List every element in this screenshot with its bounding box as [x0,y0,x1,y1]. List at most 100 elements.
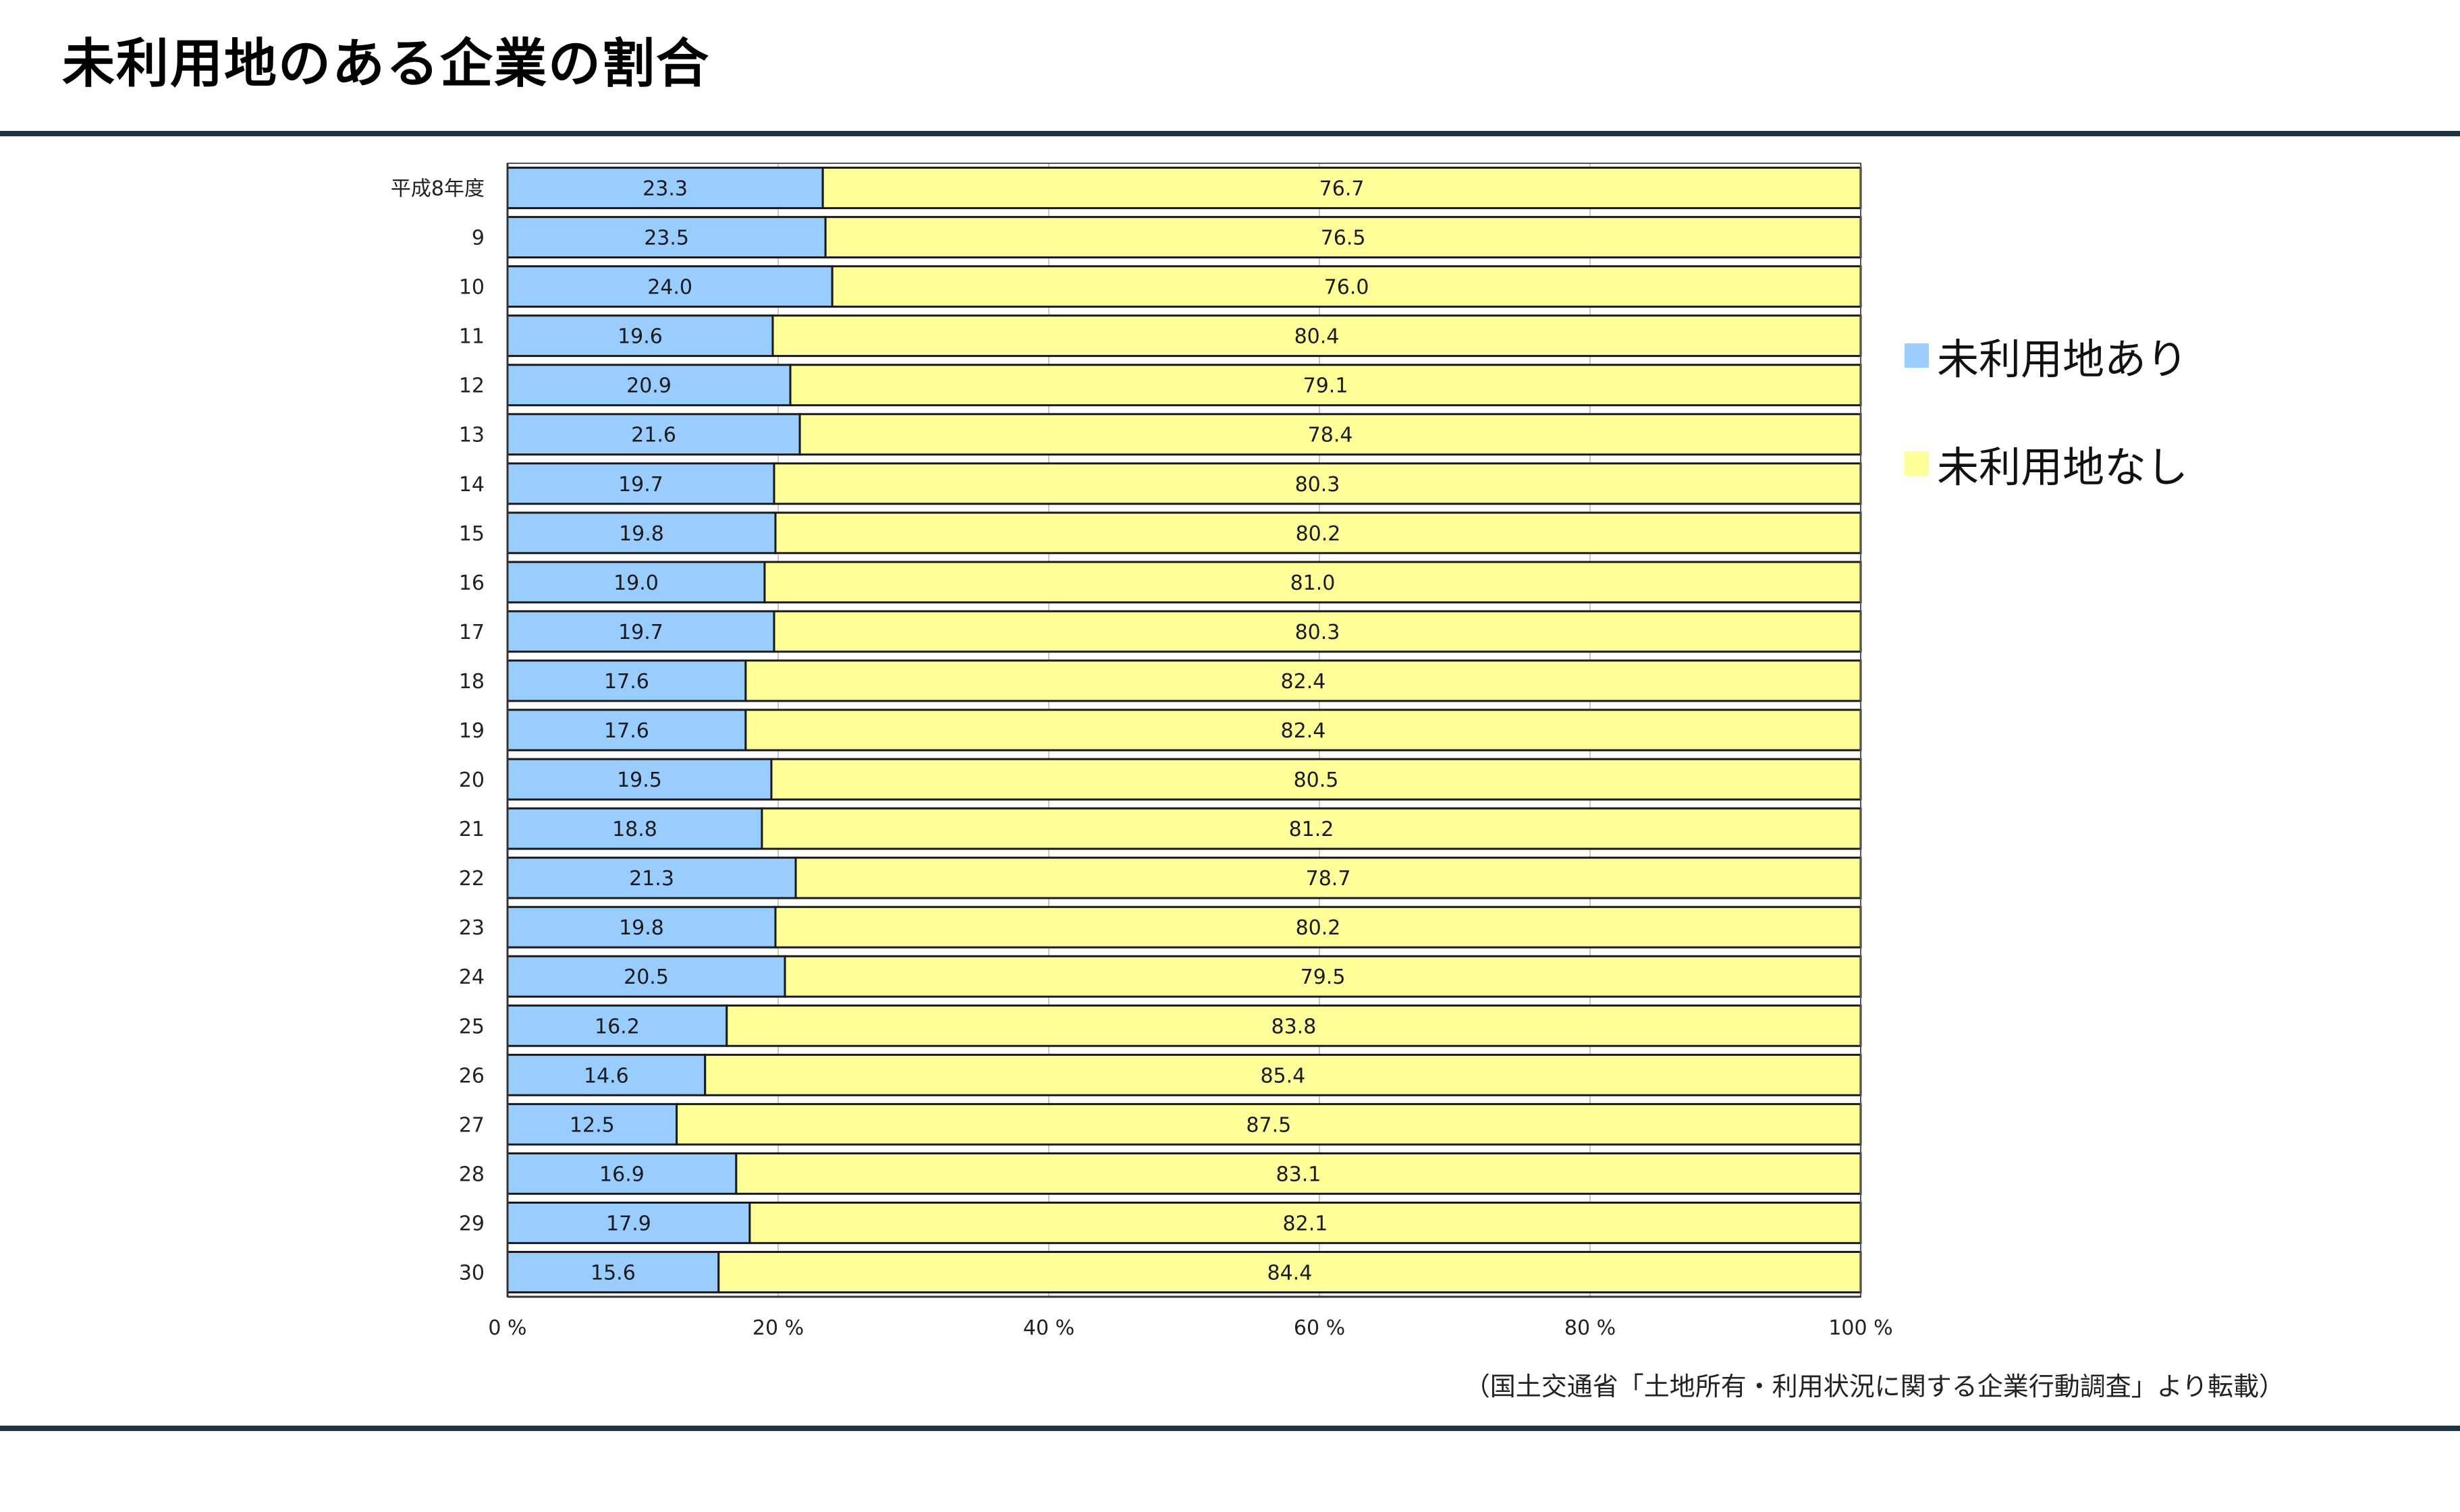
bar-value-label: 82.4 [1281,719,1326,743]
bar-value-label: 79.1 [1303,374,1348,398]
legend-label: 未利用地なし [1937,443,2189,492]
bar-segment [773,610,1862,653]
bar-value-label: 83.1 [1276,1163,1321,1186]
axes: 0 % 20 % 40 % 60 % 80 % 100 % 平成8年度 9 10 11 12 13 14… [391,163,1893,1340]
bar-segment [773,462,1862,505]
bar-value-label: 24.0 [647,276,692,300]
bar-value-label: 19.8 [619,522,664,546]
bar-value-label: 76.5 [1321,227,1366,250]
category-label: 23 [459,916,485,940]
bar-value-label: 76.0 [1324,276,1369,300]
value-labels: 23.3 76.7 23.5 76.5 24.0 76.0 19.6 80.4 20.9 79.1… [570,177,1369,1285]
bar-value-label: 17.6 [604,719,649,743]
bar-value-label: 80.2 [1296,522,1341,546]
bar-value-label: 19.8 [619,916,664,940]
category-label: 29 [459,1212,485,1235]
category-label: 27 [459,1113,485,1137]
bar-segment [784,955,1862,998]
x-tick-label: 40 % [1023,1316,1074,1340]
bar-segment [506,1201,751,1244]
category-label: 30 [459,1261,485,1285]
bar-value-label: 78.4 [1308,424,1353,447]
bar-segment [735,1152,1862,1195]
bar-segment [506,807,763,850]
category-label: 20 [459,768,485,792]
bars [506,167,1862,1293]
bar-segment [506,758,773,801]
bar-segment [831,265,1862,308]
bar-value-label: 15.6 [591,1261,636,1285]
bar-segment [506,561,766,604]
header-divider [0,131,2460,136]
category-label: 25 [459,1015,485,1038]
bar-value-label: 81.2 [1289,818,1334,841]
category-label: 13 [459,424,485,447]
bar-value-label: 18.8 [612,818,657,841]
category-label: 9 [472,227,485,250]
bar-value-label: 17.6 [604,670,649,694]
bar-value-label: 19.7 [618,621,663,644]
bar-value-label: 87.5 [1246,1113,1291,1137]
bar-value-label: 21.6 [631,424,676,447]
bar-value-label: 19.7 [618,473,663,497]
legend-item-with-unused-land: 未利用地あり [1905,325,2188,386]
category-label: 16 [459,571,485,595]
bar-value-label: 17.9 [606,1212,651,1235]
bar-value-label: 83.8 [1272,1015,1317,1038]
bar-value-label: 14.6 [584,1064,629,1088]
bar-segment [506,708,747,752]
bar-segment [506,659,747,702]
legend-swatch-yellow [1905,451,1929,476]
legend-item-without-unused-land: 未利用地なし [1905,433,2188,494]
bar-segment [824,216,1862,259]
bar-value-label: 80.2 [1296,916,1341,940]
bar-segment [717,1251,1862,1293]
bar-segment [676,1102,1862,1146]
bar-value-label: 20.9 [626,374,672,398]
x-tick-label: 80 % [1564,1316,1616,1340]
bar-value-label: 80.4 [1294,325,1340,349]
bar-value-label: 23.3 [643,177,688,201]
category-label: 28 [459,1163,485,1186]
category-label: 24 [459,965,485,989]
category-label: 26 [459,1064,485,1088]
category-label: 22 [459,867,485,891]
bar-segment [770,758,1862,801]
bar-value-label: 19.0 [613,571,659,595]
bar-value-label: 12.5 [570,1113,615,1137]
category-label: 18 [459,670,485,694]
bar-segment [763,561,1862,604]
bar-value-label: 81.0 [1290,571,1336,595]
bar-value-label: 21.3 [629,867,674,891]
bar-segment [506,955,786,998]
bar-segment [771,314,1862,358]
category-label: 19 [459,719,485,743]
bar-value-label: 79.5 [1301,965,1346,989]
category-label: 12 [459,374,485,398]
bar-segment [789,364,1862,407]
bar-segment [821,167,1862,209]
bar-segment [798,413,1862,456]
bar-value-label: 16.2 [595,1015,640,1038]
bar-value-label: 84.4 [1267,1261,1312,1285]
category-label: 15 [459,522,485,546]
bar-value-label: 76.7 [1319,177,1365,201]
x-tick-label: 60 % [1294,1316,1345,1340]
bar-value-label: 16.9 [599,1163,645,1186]
bar-value-label: 85.4 [1260,1064,1305,1088]
x-tick-label: 0 % [488,1316,526,1340]
category-label: 21 [459,818,485,841]
legend-swatch-blue [1905,343,1929,368]
footer-divider [0,1426,2460,1431]
category-label: 14 [459,473,485,497]
bar-value-label: 80.3 [1295,473,1340,497]
bar-value-label: 80.3 [1295,621,1340,644]
bar-segment [704,1053,1862,1096]
bar-value-label: 19.6 [618,325,663,349]
bar-segment [744,659,1862,702]
category-label: 10 [459,276,485,300]
bar-segment [506,511,777,555]
bar-value-label: 80.5 [1294,768,1339,792]
legend-label: 未利用地あり [1937,335,2189,384]
